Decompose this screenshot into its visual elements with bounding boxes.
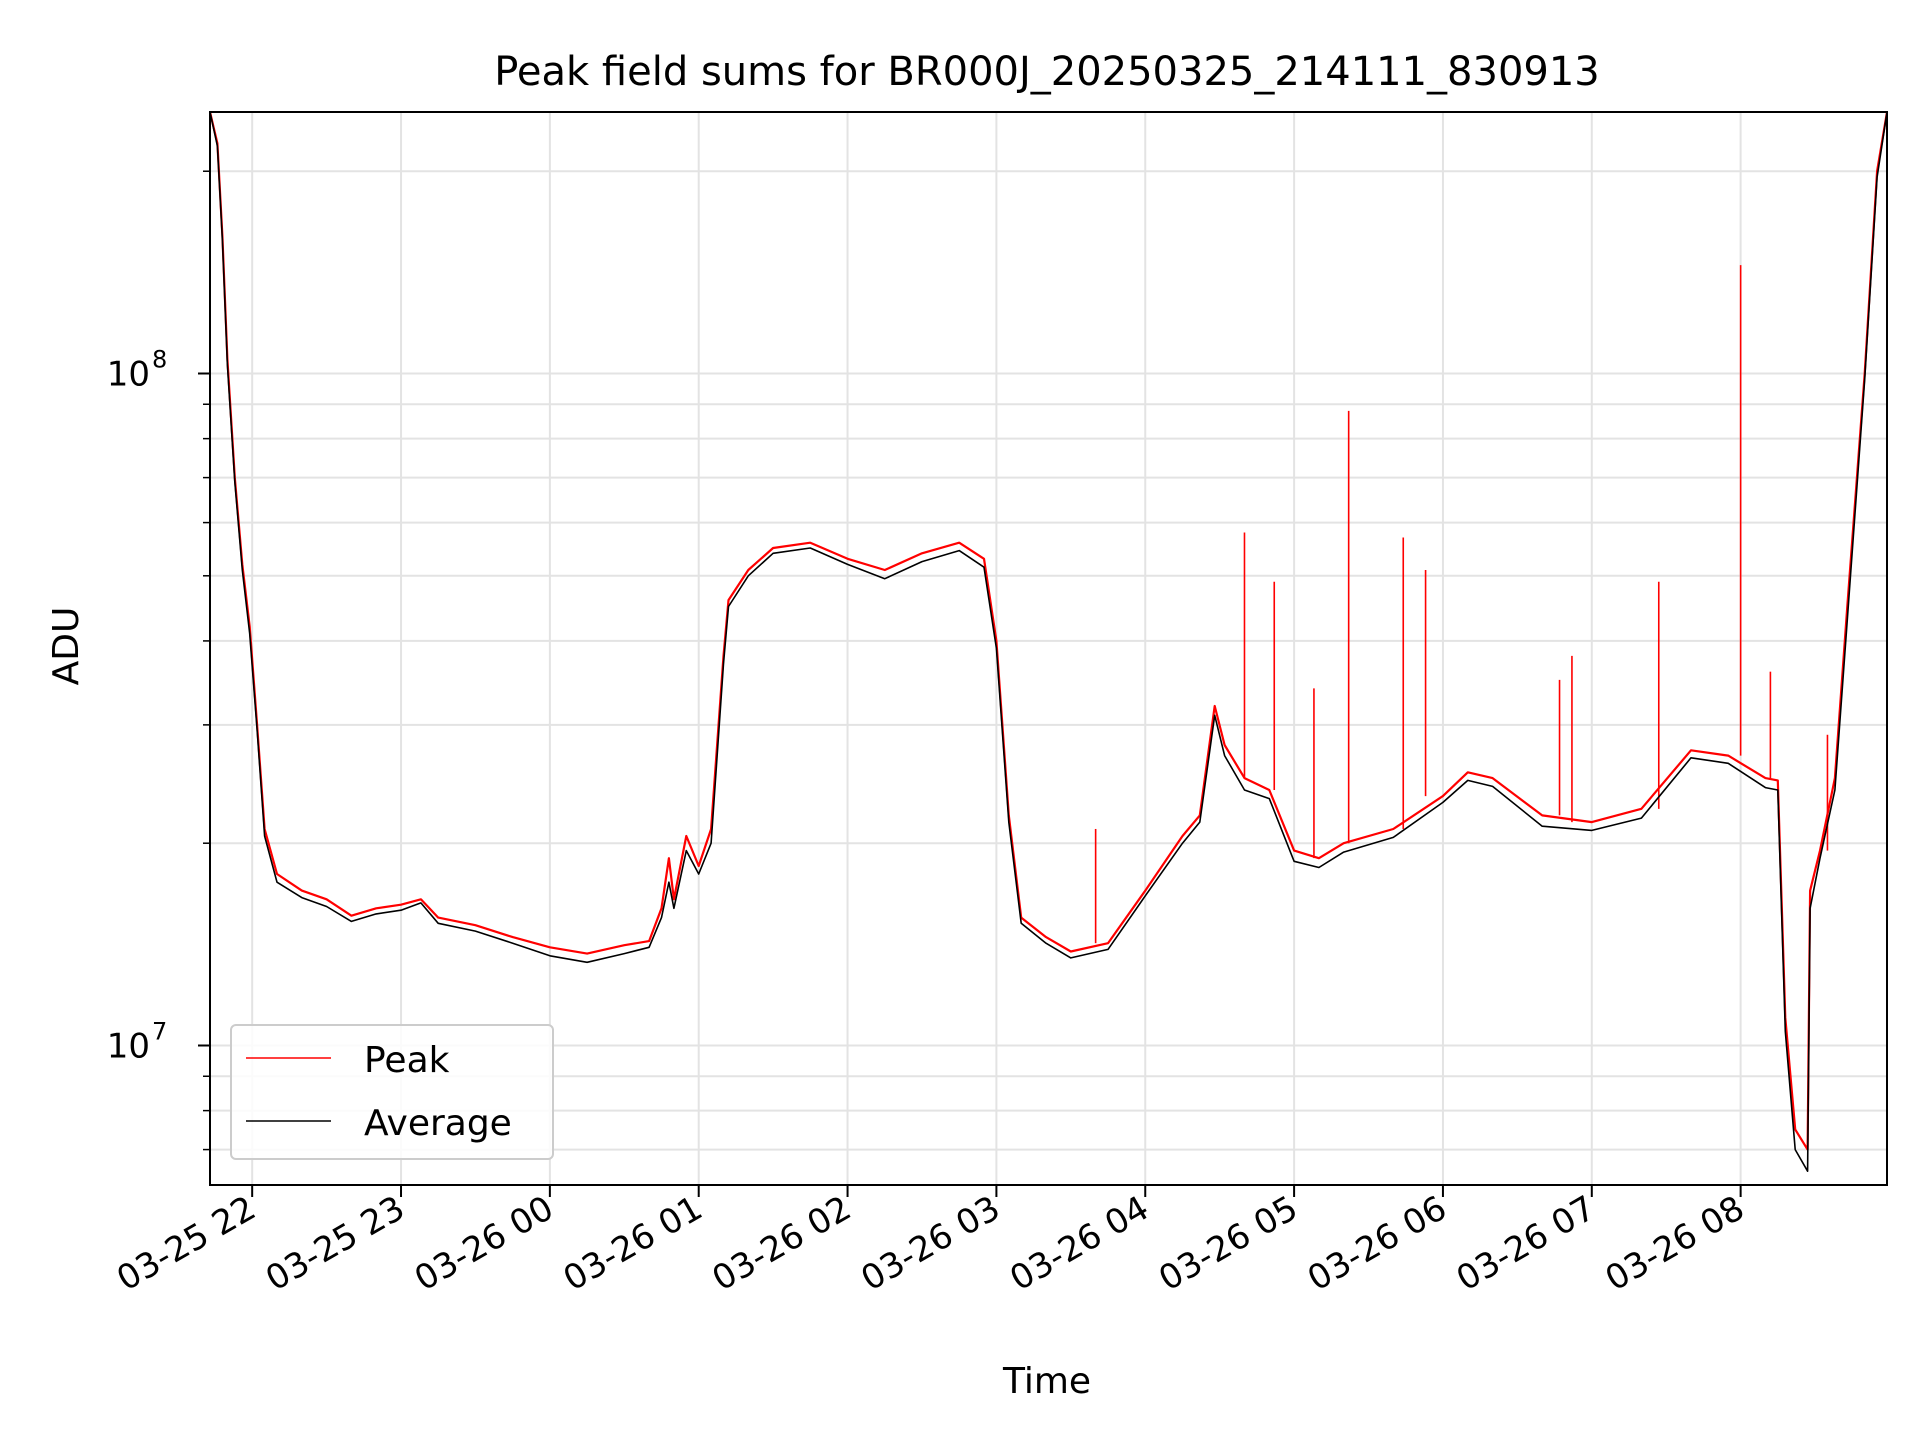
legend-label-peak: Peak xyxy=(364,1040,450,1081)
x-tick-label: 03-26 08 xyxy=(1599,1188,1751,1299)
legend: Peak Average xyxy=(230,1024,554,1160)
plot-series xyxy=(208,111,1889,1172)
y-tick-label: 10 xyxy=(107,1026,150,1066)
x-tick-label: 03-26 04 xyxy=(1003,1188,1155,1299)
plot-frame xyxy=(209,111,1888,1186)
x-tick-label: 03-26 07 xyxy=(1450,1188,1602,1299)
y-axis-label: ADU xyxy=(46,607,87,686)
y-tick-exponent: 8 xyxy=(152,346,167,374)
y-tick-label: 10 xyxy=(107,355,150,395)
series-line-peak xyxy=(208,111,1889,1151)
x-tick-label: 03-26 00 xyxy=(408,1188,560,1299)
x-tick-label: 03-25 22 xyxy=(110,1188,262,1299)
x-tick-label: 03-26 05 xyxy=(1152,1188,1304,1299)
x-tick-label: 03-25 23 xyxy=(259,1188,411,1299)
x-axis-label: Time xyxy=(1002,1361,1091,1402)
x-tick-label: 03-26 01 xyxy=(557,1188,709,1299)
chart-title: Peak field sums for BR000J_20250325_2141… xyxy=(494,49,1600,95)
legend-label-average: Average xyxy=(364,1103,512,1144)
series-line-average xyxy=(209,111,1888,1172)
x-tick-label: 03-26 06 xyxy=(1301,1188,1453,1299)
x-tick-label: 03-26 03 xyxy=(855,1188,1007,1299)
x-tick-label: 03-26 02 xyxy=(706,1188,858,1299)
y-tick-exponent: 7 xyxy=(152,1017,167,1045)
